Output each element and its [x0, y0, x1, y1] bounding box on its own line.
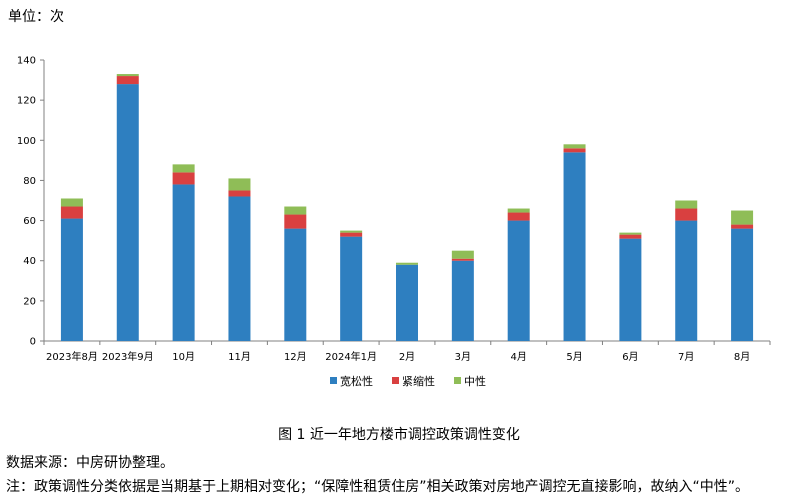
legend-label: 中性 — [464, 374, 486, 388]
x-tick-label: 5月 — [566, 351, 582, 363]
x-tick-label: 4月 — [511, 351, 527, 363]
y-tick-label: 40 — [23, 256, 36, 267]
x-tick-label: 2023年9月 — [102, 350, 154, 363]
legend-label: 紧缩性 — [402, 374, 435, 388]
bar-segment-loose — [396, 264, 418, 341]
bar-segment-neutral — [116, 74, 139, 77]
chart-legend: 宽松性 紧缩性 中性 — [330, 374, 486, 388]
bar-segment-loose — [284, 228, 307, 341]
unit-label: 单位：次 — [8, 9, 64, 25]
bar-segment-neutral — [228, 178, 251, 191]
y-tick-label: 60 — [23, 216, 36, 227]
bar-segment-neutral — [619, 232, 642, 235]
bar-segment-loose — [507, 220, 530, 341]
bar-segment-tight — [60, 206, 83, 219]
stacked-bar-chart: 2023年8月 2023年9月 10月 11月 12月 2024年1月 2月 3月 4月 5月 6月… — [17, 56, 771, 388]
x-tick-label: 10月 — [172, 351, 195, 363]
bar-segment-tight — [116, 76, 139, 85]
bar-segment-neutral — [396, 262, 418, 265]
bar-segment-loose — [675, 220, 698, 341]
bar-segment-tight — [563, 148, 586, 153]
bar-segment-tight — [731, 224, 754, 229]
bar-segment-tight — [340, 232, 363, 237]
bar-segment-tight — [284, 214, 307, 229]
bar-segment-loose — [228, 196, 251, 341]
bar-segment-tight — [675, 208, 698, 221]
y-tick-label: 0 — [30, 337, 36, 348]
y-tick-label: 140 — [17, 56, 36, 67]
bar-segment-neutral — [340, 230, 363, 233]
bar-segment-tight — [507, 212, 530, 221]
bar-segment-loose — [172, 184, 195, 341]
x-tick-label: 7月 — [678, 351, 694, 363]
x-tick-label: 8月 — [734, 351, 750, 363]
x-tick-label: 2月 — [399, 351, 415, 363]
bar-segment-loose — [451, 260, 474, 341]
x-tick-label: 12月 — [284, 351, 307, 363]
bar-segment-neutral — [451, 250, 474, 259]
x-tick-label: 11月 — [228, 351, 251, 363]
x-axis-labels: 2023年8月 2023年9月 10月 11月 12月 2024年1月 2月 3月 4月 5月 6月… — [46, 350, 750, 363]
bar-segment-loose — [563, 152, 586, 341]
bar-segment-neutral — [172, 164, 195, 173]
bar-segment-neutral — [284, 206, 307, 215]
bar-segment-tight — [451, 258, 474, 261]
y-tick-label: 80 — [23, 176, 36, 187]
bar-segment-loose — [731, 228, 754, 341]
legend-swatch — [392, 377, 399, 384]
footnote: 注：政策调性分类依据是当期基于上期相对变化；“保障性租赁住房”相关政策对房地产调… — [6, 479, 750, 495]
bar-segment-loose — [619, 238, 642, 341]
x-tick-label: 3月 — [455, 351, 471, 363]
y-tick-label: 100 — [17, 136, 36, 147]
bar-segment-neutral — [563, 144, 586, 149]
x-tick-label: 6月 — [622, 351, 638, 363]
bar-segment-tight — [172, 172, 195, 185]
data-source: 数据来源：中房研协整理。 — [6, 455, 174, 471]
x-tick-label: 2024年1月 — [325, 350, 377, 363]
figure-caption: 图 1 近一年地方楼市调控政策调性变化 — [278, 427, 520, 443]
bar-segment-tight — [228, 190, 251, 197]
legend-label: 宽松性 — [340, 374, 373, 388]
bar-segment-neutral — [60, 198, 83, 207]
chart-bars — [60, 74, 754, 341]
bar-segment-tight — [619, 234, 642, 239]
y-tick-label: 120 — [17, 96, 36, 107]
bar-segment-neutral — [507, 208, 530, 213]
bar-segment-loose — [60, 218, 83, 341]
bar-segment-loose — [340, 236, 363, 341]
y-axis-labels: 0 20 40 60 80 100 120 140 — [17, 56, 36, 348]
bar-segment-loose — [116, 84, 139, 341]
legend-swatch — [454, 377, 461, 384]
bar-segment-neutral — [731, 210, 754, 225]
legend-swatch — [330, 377, 337, 384]
y-tick-label: 20 — [23, 296, 36, 307]
bar-segment-neutral — [675, 200, 698, 209]
x-tick-label: 2023年8月 — [46, 350, 98, 363]
